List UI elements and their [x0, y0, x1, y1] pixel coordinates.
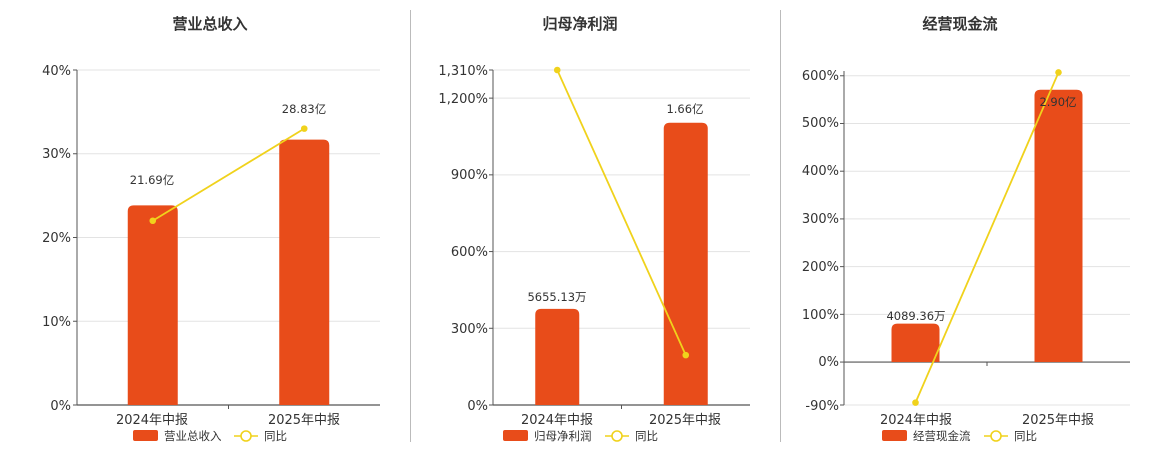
- chart-title: 归母净利润: [542, 15, 617, 33]
- y-tick-label: 30%: [42, 147, 71, 162]
- yoy-point: [1055, 69, 1062, 76]
- x-axis: 2024年中报 2025年中报: [521, 413, 721, 428]
- bar: [535, 308, 580, 405]
- x-axis: 2024年中报 2025年中报: [880, 413, 1094, 428]
- x-tick-label: 2025年中报: [649, 413, 721, 428]
- yoy-point: [149, 217, 157, 225]
- chart-panel-net-profit: 归母净利润 0% 300% 600% 900% 1,200% 1,310% 20…: [438, 15, 721, 443]
- legend-label-line: 同比: [264, 429, 287, 443]
- legend-bar-swatch: [882, 430, 907, 441]
- x-tick-label: 2025年中报: [1022, 413, 1094, 428]
- data-labels: 21.69亿 28.83亿: [130, 102, 326, 187]
- legend-line-marker: [240, 430, 252, 442]
- legend[interactable]: 归母净利润 同比: [503, 429, 658, 443]
- y-axis: 0% 10% 20% 30% 40%: [42, 64, 71, 414]
- plot-marks: [840, 69, 1130, 406]
- bar: [891, 323, 940, 363]
- data-labels: 5655.13万 1.66亿: [527, 102, 703, 304]
- yoy-point: [912, 399, 919, 406]
- panel-divider-1: [410, 10, 411, 442]
- panel-divider-2: [780, 10, 781, 442]
- bar-data-label: 2.90亿: [1039, 95, 1076, 109]
- y-tick-label: 300%: [802, 212, 839, 227]
- legend-label-bar: 经营现金流: [913, 429, 971, 443]
- y-tick-label: 900%: [451, 168, 488, 183]
- y-tick-label: 500%: [802, 116, 839, 131]
- legend-line-marker: [990, 430, 1002, 442]
- yoy-point: [682, 351, 690, 359]
- y-axis: 0% 300% 600% 900% 1,200% 1,310%: [438, 64, 488, 414]
- x-axis: 2024年中报 2025年中报: [116, 413, 340, 428]
- y-tick-label: 0%: [50, 399, 71, 414]
- legend-label-bar: 营业总收入: [164, 429, 222, 443]
- y-tick-label: 10%: [42, 315, 71, 330]
- data-labels: 4089.36万 2.90亿: [886, 95, 1076, 323]
- y-tick-label: 300%: [451, 322, 488, 337]
- x-tick-label: 2024年中报: [521, 413, 593, 428]
- bar-data-label: 4089.36万: [886, 309, 945, 323]
- chart-title: 经营现金流: [922, 15, 997, 33]
- bar: [663, 122, 708, 406]
- y-tick-label: 1,200%: [438, 92, 488, 107]
- chart-panel-operating-cash-flow: 经营现金流 -90% 0% 100% 200% 300% 400% 500% 6…: [802, 15, 1094, 443]
- y-tick-label: 0%: [818, 355, 839, 370]
- bar-data-label: 1.66亿: [666, 102, 703, 116]
- y-tick-label: 200%: [802, 260, 839, 275]
- legend-bar-swatch: [503, 430, 528, 441]
- yoy-point: [300, 125, 308, 132]
- y-tick-label: 1,310%: [438, 64, 488, 79]
- plot-marks: [73, 69, 380, 409]
- legend-line-marker: [611, 430, 623, 442]
- chart-title: 营业总收入: [172, 15, 247, 33]
- y-axis: -90% 0% 100% 200% 300% 400% 500% 600%: [802, 69, 839, 414]
- y-tick-label: 100%: [802, 308, 839, 323]
- bar: [279, 139, 330, 406]
- x-tick-label: 2024年中报: [116, 413, 188, 428]
- yoy-point: [553, 66, 561, 74]
- bar-data-label: 21.69亿: [130, 173, 174, 187]
- bar: [127, 205, 178, 405]
- x-tick-label: 2024年中报: [880, 413, 952, 428]
- y-tick-label: 0%: [467, 399, 488, 414]
- bar-data-label: 5655.13万: [527, 290, 586, 304]
- legend[interactable]: 经营现金流 同比: [882, 429, 1037, 443]
- bar-data-label: 28.83亿: [282, 102, 326, 116]
- y-tick-label: 40%: [42, 64, 71, 79]
- legend-label-line: 同比: [1014, 429, 1037, 443]
- y-tick-label: 600%: [802, 69, 839, 84]
- plot-marks: [489, 66, 750, 409]
- bar: [1034, 89, 1083, 363]
- y-tick-label: 400%: [802, 164, 839, 179]
- yoy-line: [152, 127, 305, 222]
- legend-label-bar: 归母净利润: [534, 429, 592, 443]
- x-tick-label: 2025年中报: [268, 413, 340, 428]
- chart-panel-revenue: 营业总收入 0% 10% 20% 30% 40% 2024年中报 2025年中报…: [42, 15, 340, 443]
- y-tick-label: 600%: [451, 245, 488, 260]
- yoy-line: [556, 69, 687, 356]
- legend-bar-swatch: [133, 430, 158, 441]
- y-tick-label: 20%: [42, 231, 71, 246]
- legend-label-line: 同比: [635, 429, 658, 443]
- yoy-line: [914, 72, 1060, 403]
- legend[interactable]: 营业总收入 同比: [133, 429, 287, 443]
- y-tick-label: -90%: [805, 399, 839, 414]
